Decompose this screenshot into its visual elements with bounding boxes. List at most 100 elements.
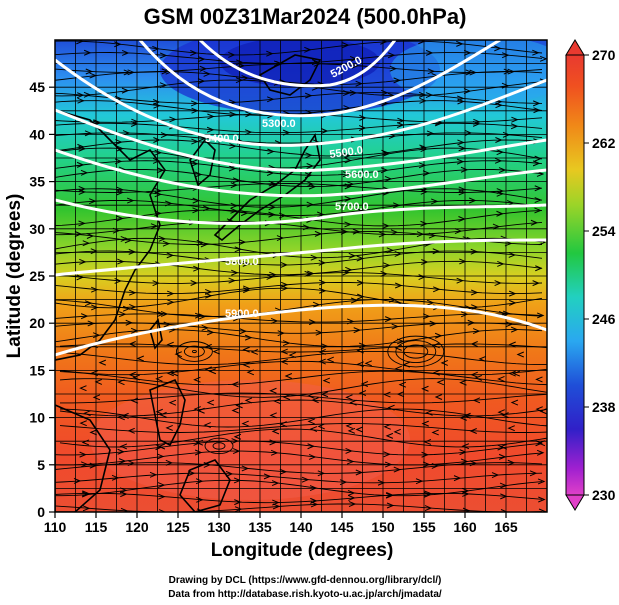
wind-arrow [273,398,281,405]
wind-arrow [242,346,250,353]
wind-arrow [386,502,395,509]
wind-arrow [98,359,107,366]
wind-arrow [241,75,249,81]
wind-arrow [511,116,519,123]
wind-arrow [82,240,91,247]
streamline [55,313,543,323]
wind-arrow [77,143,85,150]
wind-arrow [76,92,85,99]
wind-arrow [158,493,166,500]
wind-arrow [154,149,162,156]
wind-arrow [92,332,101,339]
wind-arrow [383,391,391,398]
wind-arrow [497,409,505,416]
wind-arrow [266,170,275,176]
wind-arrow [394,282,403,289]
wind-arrow [166,370,174,377]
wind-arrow [228,165,237,172]
wind-arrow [472,328,481,335]
wind-arrow [234,506,243,512]
wind-arrow [432,286,441,293]
wind-arrow [342,42,350,49]
wind-arrow [84,300,93,307]
wind-arrow [508,370,516,377]
wind-arrow [234,499,242,506]
wind-arrow [136,355,145,362]
wind-arrow [510,123,519,130]
wind-arrow [282,340,291,347]
wind-arrow [89,429,97,436]
wind-arrow [355,469,364,476]
wind-arrow [539,55,547,62]
wind-arrow [153,137,161,143]
wind-arrow [197,56,206,63]
wind-arrow [505,321,514,328]
wind-arrow [355,80,363,87]
wind-arrow [190,50,198,56]
wind-arrow [345,422,353,429]
contour-5500 [55,108,547,172]
wind-arrow [203,422,211,429]
wind-arrow [304,270,312,277]
wind-arrow [162,240,171,247]
wind-arrow [426,130,435,137]
wind-arrow [234,246,243,253]
wind-arrow [282,394,291,401]
wind-arrow [421,259,429,265]
wind-arrow [80,313,89,320]
wind-arrow [166,341,174,348]
contour-5300 [138,40,501,118]
wind-arrow [310,501,319,508]
wind-arrow [156,167,165,174]
wind-arrow [426,299,435,306]
y-tick-label: 10 [29,410,45,426]
wind-arrow [310,254,319,261]
contour-5900 [55,303,547,357]
wind-arrow [76,40,84,45]
wind-arrow [115,139,123,146]
wind-arrow [440,359,449,366]
wind-arrow [149,471,158,478]
warm-patch [90,380,410,500]
colorbar-ticks: 230 238 246 254 262 270 [584,47,616,503]
wind-arrow [318,358,326,365]
wind-arrow [250,348,259,355]
wind-arrow [462,491,470,497]
streamline [55,250,543,266]
wind-arrow [382,150,390,157]
wind-arrow [492,223,501,230]
wind-arrow [243,287,251,294]
wind-arrow [425,49,434,56]
eddy-streamline [387,335,445,368]
colorbar-tick-label: 262 [592,135,616,151]
wind-arrow [159,52,168,59]
wind-arrow [421,451,429,458]
wind-arrow [120,491,128,498]
contour-label-5900: 5900.0 [225,308,259,320]
wind-arrow [244,129,253,136]
credit-drawing: Drawing by DCL (https://www.gfd-dennou.o… [169,575,442,586]
streamline [55,462,543,474]
wind-arrow [128,371,136,378]
wind-arrow [244,334,253,341]
wind-arrow [478,355,487,362]
wind-arrow [150,223,159,230]
wind-arrow [348,252,357,259]
wind-arrow [272,503,281,510]
wind-arrow [191,138,199,145]
wind-arrow [530,219,539,226]
wind-arrow [342,171,351,178]
streamline [55,139,543,157]
colorbar-bottom-arrow [565,494,585,511]
wind-arrow [128,341,136,347]
wind-arrow [504,240,513,247]
wind-arrow [534,185,543,192]
wind-arrow [453,475,462,482]
wind-arrow [418,91,427,98]
wind-arrow [79,258,87,265]
wind-arrow [418,162,427,169]
wind-arrow [194,449,203,456]
wind-arrow [165,424,173,431]
wind-arrow [512,370,521,377]
